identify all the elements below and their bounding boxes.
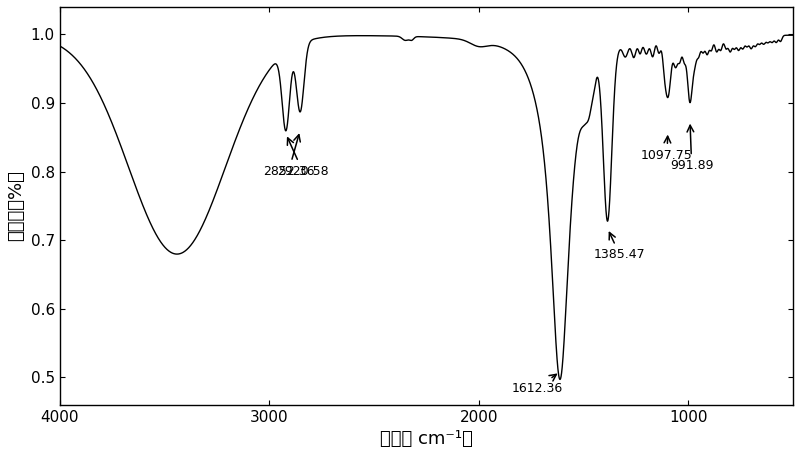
Text: 2852.36: 2852.36 [263, 135, 314, 177]
Text: 1612.36: 1612.36 [511, 374, 562, 395]
X-axis label: 波数（ cm⁻¹）: 波数（ cm⁻¹） [380, 430, 473, 448]
Text: 1097.75: 1097.75 [641, 136, 693, 162]
Text: 2920.58: 2920.58 [277, 138, 329, 177]
Y-axis label: 透光率（%）: 透光率（%） [7, 170, 25, 241]
Text: 991.89: 991.89 [670, 125, 714, 172]
Text: 1385.47: 1385.47 [594, 233, 646, 261]
